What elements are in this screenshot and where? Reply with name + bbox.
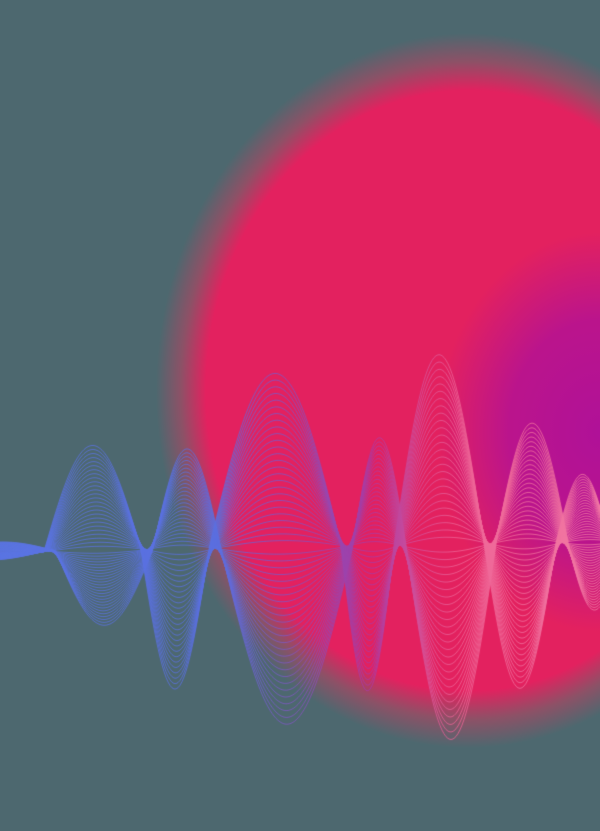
soundwave-canvas <box>0 0 600 831</box>
abstract-artwork <box>0 0 600 831</box>
